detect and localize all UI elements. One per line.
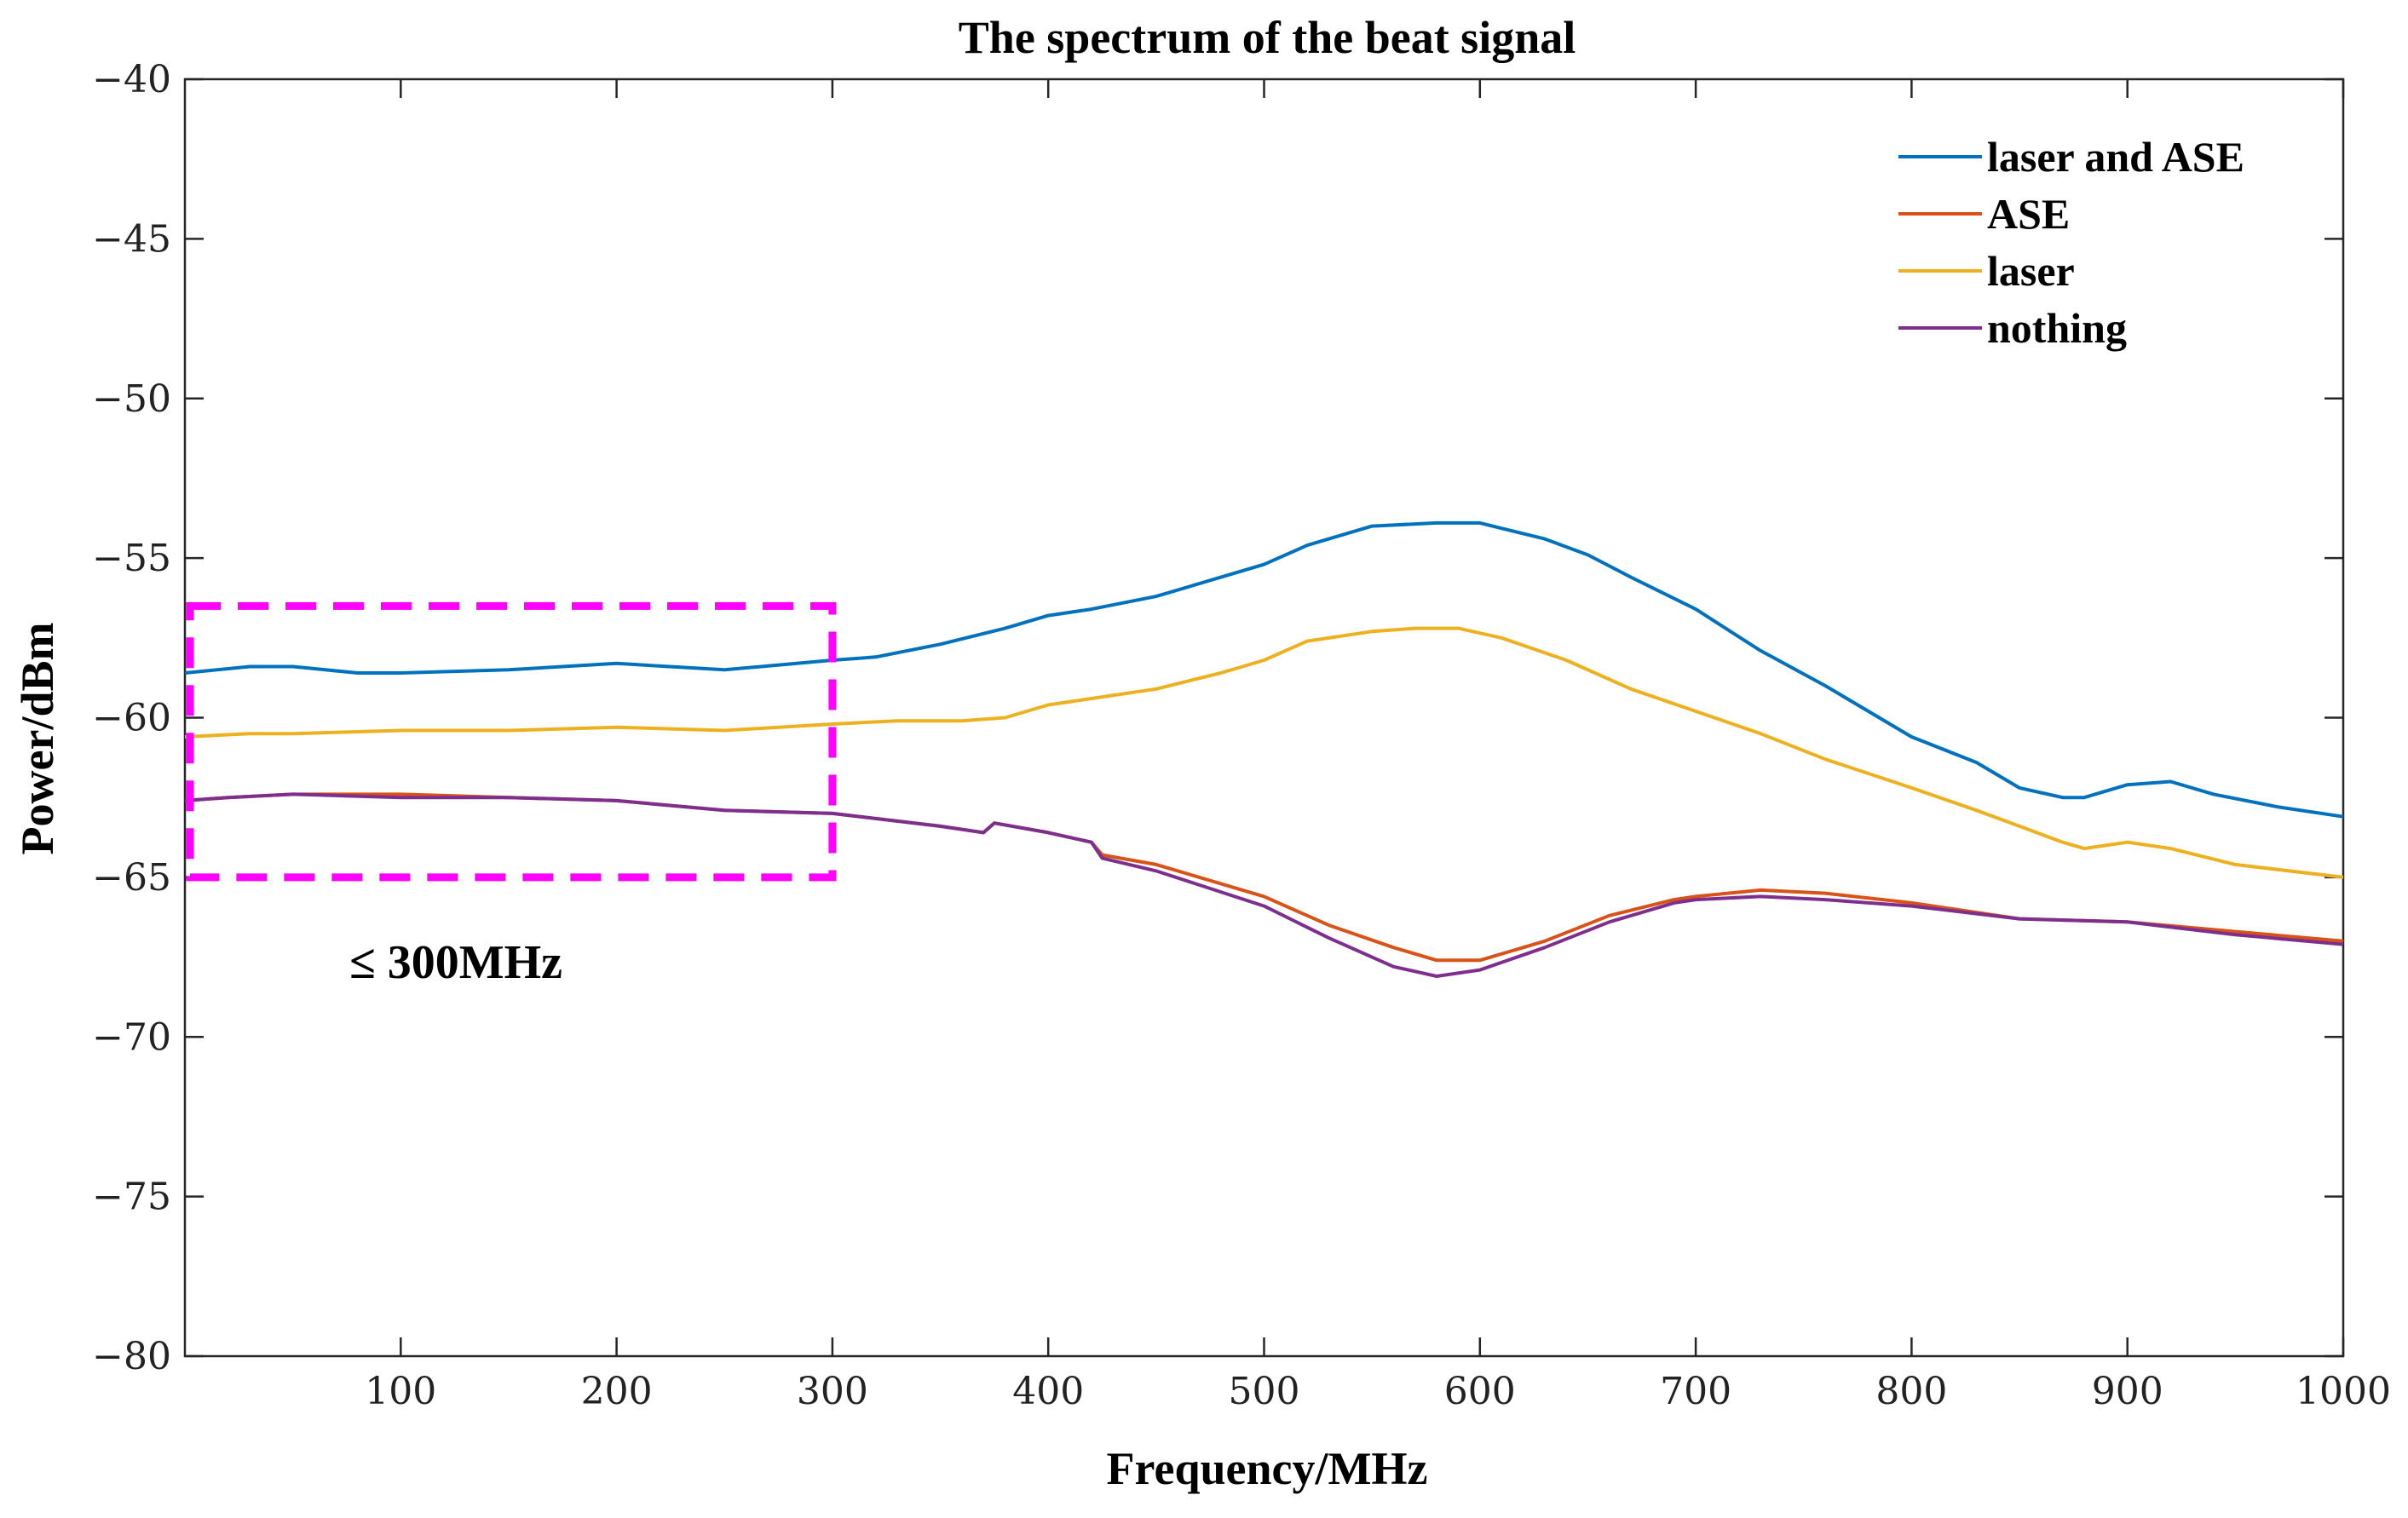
x-tick-label: 100: [365, 1370, 436, 1413]
legend-label: laser and ASE: [1987, 133, 2244, 181]
y-tick-label: −60: [92, 697, 171, 740]
legend: laser and ASE ASE laser nothing: [1898, 133, 2244, 352]
legend-label: laser: [1987, 247, 2075, 295]
legend-label: ASE: [1987, 190, 2070, 238]
series-line-laser-and-ase: [184, 520, 2344, 819]
chart-title: The spectrum of the beat signal: [959, 12, 1576, 63]
y-tick-label: −55: [92, 537, 171, 580]
x-axis-label: Frequency/MHz: [1107, 1443, 1428, 1494]
y-tick-label: −45: [92, 217, 171, 261]
series-line-laser: [184, 626, 2344, 879]
x-tick-label: 500: [1229, 1370, 1300, 1413]
x-tick-label: 800: [1875, 1370, 1947, 1413]
y-tick-labels: −40 −45 −50 −55 −60 −65 −70 −75 −80: [92, 58, 171, 1378]
x-tick-label: 1000: [2296, 1370, 2391, 1413]
x-tick-label: 700: [1660, 1370, 1731, 1413]
y-tick-label: −80: [92, 1335, 171, 1378]
axis-ticks: [185, 78, 2345, 1358]
x-tick-label: 300: [797, 1370, 868, 1413]
plot-area: ≤ 300MHz: [183, 78, 2345, 1358]
series-lines: [184, 520, 2344, 978]
x-tick-label: 600: [1444, 1370, 1516, 1413]
legend-label: nothing: [1987, 304, 2127, 352]
y-tick-label: −70: [92, 1015, 171, 1059]
highlight-box: [186, 601, 837, 882]
x-tick-label: 400: [1012, 1370, 1084, 1413]
x-tick-labels: 100 200 300 400 500 600 700 800 900 1000: [365, 1370, 2391, 1413]
y-axis-label: Power/dBm: [12, 623, 63, 855]
y-tick-label: −40: [92, 58, 171, 101]
series-line-nothing: [184, 792, 2344, 978]
y-tick-label: −75: [92, 1176, 171, 1219]
plot-frame: [183, 78, 2345, 1358]
x-tick-label: 900: [2092, 1370, 2163, 1413]
x-tick-label: 200: [581, 1370, 653, 1413]
y-tick-label: −50: [92, 377, 171, 421]
annotation-label: ≤ 300MHz: [349, 936, 562, 989]
y-tick-label: −65: [92, 856, 171, 900]
